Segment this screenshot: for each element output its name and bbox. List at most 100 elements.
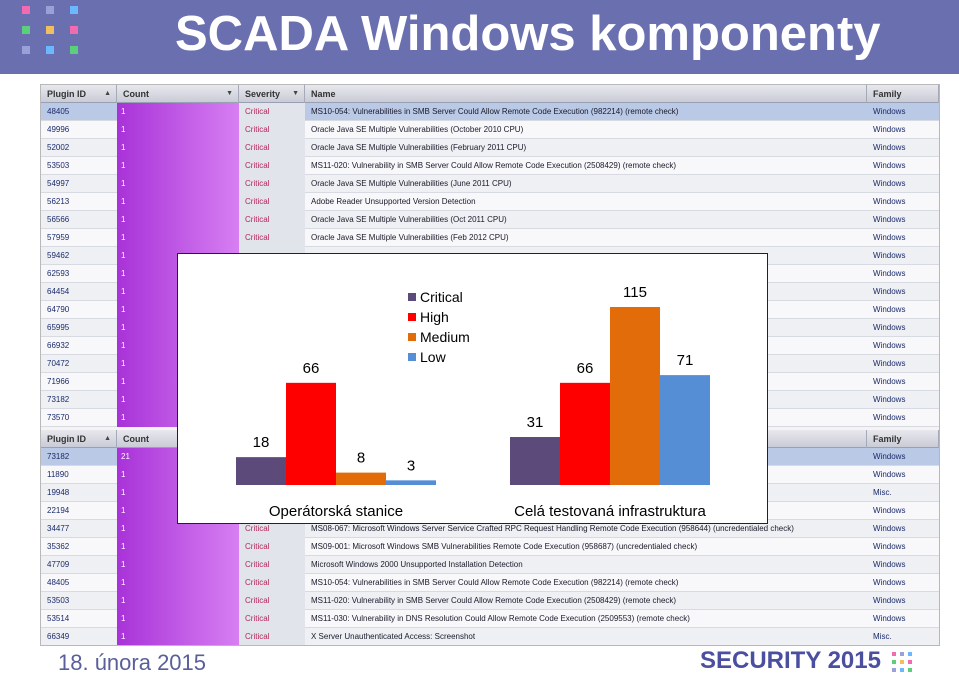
column-header-severity[interactable]: Severity ▼ [239,85,305,103]
plugin-id-cell: 34477 [47,524,70,533]
logo-dots-icon [22,6,92,62]
table-row[interactable]: 66349 1 Critical X Server Unauthenticated A… [41,628,939,645]
table-row[interactable]: 49996 1 Critical Oracle Java SE Multiple Vu… [41,121,939,139]
logo-dot [46,46,54,54]
name-cell: MS11-030: Vulnerability in DNS Resolutio… [311,614,690,623]
plugin-id-cell: 53503 [47,596,70,605]
legend-label: Low [420,349,447,365]
logo-dot [70,6,78,14]
plugin-id-cell: 66932 [47,341,70,350]
column-header-family[interactable]: Family [867,430,939,448]
table-row[interactable]: 57959 1 Critical Oracle Java SE Multiple Vu… [41,229,939,247]
plugin-id-cell: 64790 [47,305,70,314]
brand-dot [900,668,904,672]
family-cell: Windows [873,161,906,170]
family-cell: Windows [873,305,906,314]
bar-critical [510,437,560,485]
severity-cell: Critical [239,628,305,645]
column-header-label: Severity [245,89,281,99]
family-cell: Windows [873,596,906,605]
sort-up-icon[interactable]: ▲ [104,435,111,442]
table-row[interactable]: 48405 1 Critical MS10-054: Vulnerabilities … [41,103,939,121]
family-cell: Windows [873,377,906,386]
bar-low [660,375,710,485]
brand-dots-icon [892,652,914,674]
plugin-id-cell: 73182 [47,452,70,461]
table-row[interactable]: 52002 1 Critical Oracle Java SE Multiple Vu… [41,139,939,157]
family-cell: Windows [873,233,906,242]
severity-cell: Critical [239,193,305,211]
family-cell: Windows [873,413,906,422]
family-cell: Windows [873,542,906,551]
name-cell: MS08-067: Microsoft Windows Server Servi… [311,524,794,533]
family-cell: Windows [873,125,906,134]
table-row[interactable]: 53514 1 Critical MS11-030: Vulnerability in… [41,610,939,628]
column-header-label: Plugin ID [47,89,86,99]
family-cell: Windows [873,359,906,368]
count-cell: 1 [117,520,239,538]
data-label: 31 [527,414,544,431]
brand-dot [908,660,912,664]
column-header-count[interactable]: Count ▼ [117,85,239,103]
severity-cell: Critical [239,157,305,175]
column-header-label: Family [873,434,902,444]
column-header-label: Count [123,89,149,99]
table-row[interactable]: 56213 1 Critical Adobe Reader Unsupported V… [41,193,939,211]
family-cell: Windows [873,251,906,260]
legend-swatch-medium [408,333,416,341]
slide-title: SCADA Windows komponenty [175,7,881,61]
legend-label: Critical [420,289,463,305]
table-row[interactable]: 34477 1 Critical MS08-067: Microsoft Window… [41,520,939,538]
sort-up-icon[interactable]: ▲ [104,90,111,97]
bar-medium [336,472,386,485]
table-row[interactable]: 56566 1 Critical Oracle Java SE Multiple Vu… [41,211,939,229]
table-row[interactable]: 35362 1 Critical MS09-001: Microsoft Window… [41,538,939,556]
table-row[interactable]: 54997 1 Critical Oracle Java SE Multiple Vu… [41,175,939,193]
bar-medium [610,307,660,485]
header-bar: SCADA Windows komponenty [0,0,959,74]
plugin-id-cell: 66349 [47,632,70,641]
column-header-plugin-id[interactable]: Plugin ID ▲ [41,430,117,448]
brand-dot [892,652,896,656]
family-cell: Misc. [873,488,892,497]
name-cell: MS10-054: Vulnerabilities in SMB Server … [311,578,679,587]
family-cell: Windows [873,470,906,479]
plugin-id-cell: 56213 [47,197,70,206]
plugin-id-cell: 49996 [47,125,70,134]
name-cell: Adobe Reader Unsupported Version Detecti… [311,197,476,206]
table-row[interactable]: 53503 1 Critical MS11-020: Vulnerability in… [41,157,939,175]
group-label: Operátorská stanice [269,503,403,520]
sort-down-icon[interactable]: ▼ [292,90,299,97]
plugin-id-cell: 52002 [47,143,70,152]
family-cell: Windows [873,287,906,296]
data-label: 18 [253,434,270,451]
column-header-name[interactable]: Name [305,85,867,103]
legend-swatch-high [408,313,416,321]
plugin-id-cell: 62593 [47,269,70,278]
count-cell: 1 [117,175,239,193]
name-cell: Oracle Java SE Multiple Vulnerabilities … [311,179,512,188]
plugin-id-cell: 19948 [47,488,70,497]
table-row[interactable]: 48405 1 Critical MS10-054: Vulnerabilities … [41,574,939,592]
family-cell: Windows [873,269,906,278]
count-cell: 1 [117,592,239,610]
column-header-label: Count [123,434,149,444]
table-row[interactable]: 47709 1 Critical Microsoft Windows 2000 Uns… [41,556,939,574]
plugin-id-cell: 48405 [47,107,70,116]
count-cell: 1 [117,193,239,211]
severity-cell: Critical [239,538,305,556]
severity-chart: 18 66 8 3 Operátorská stanice 31 66 115 71 Celá t… [177,253,768,524]
column-header-family[interactable]: Family [867,85,939,103]
plugin-id-cell: 71966 [47,377,70,386]
family-cell: Windows [873,179,906,188]
legend-swatch-critical [408,293,416,301]
sort-down-icon[interactable]: ▼ [226,90,233,97]
name-cell: MS11-020: Vulnerability in SMB Server Co… [311,596,677,605]
count-cell: 1 [117,121,239,139]
plugin-id-cell: 11890 [47,470,69,479]
column-header-plugin-id[interactable]: Plugin ID ▲ [41,85,117,103]
logo-dot [46,26,54,34]
table-row[interactable]: 53503 1 Critical MS11-020: Vulnerability in… [41,592,939,610]
severity-cell: Critical [239,229,305,247]
count-cell: 1 [117,139,239,157]
